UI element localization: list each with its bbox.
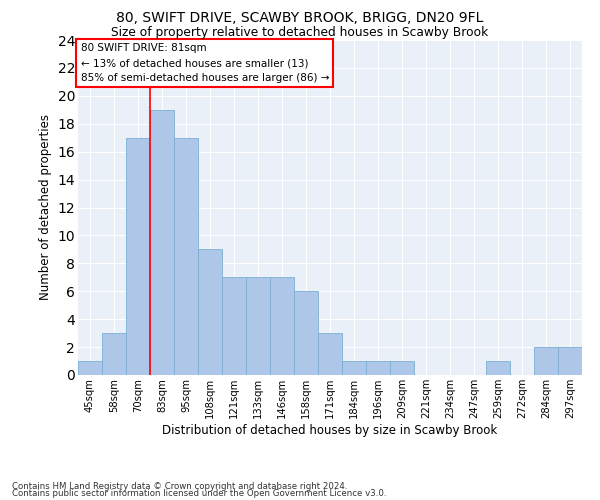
Y-axis label: Number of detached properties: Number of detached properties [39, 114, 52, 300]
Bar [294, 291, 318, 375]
Text: Size of property relative to detached houses in Scawby Brook: Size of property relative to detached ho… [112, 26, 488, 39]
Bar [558, 347, 582, 375]
Bar [366, 361, 390, 375]
X-axis label: Distribution of detached houses by size in Scawby Brook: Distribution of detached houses by size … [163, 424, 497, 436]
Bar [486, 361, 510, 375]
Bar [534, 347, 558, 375]
Bar [222, 278, 246, 375]
Bar [174, 138, 198, 375]
Text: 80, SWIFT DRIVE, SCAWBY BROOK, BRIGG, DN20 9FL: 80, SWIFT DRIVE, SCAWBY BROOK, BRIGG, DN… [116, 11, 484, 25]
Text: 80 SWIFT DRIVE: 81sqm
← 13% of detached houses are smaller (13)
85% of semi-deta: 80 SWIFT DRIVE: 81sqm ← 13% of detached … [80, 44, 329, 83]
Bar [150, 110, 174, 375]
Bar [126, 138, 150, 375]
Text: Contains HM Land Registry data © Crown copyright and database right 2024.: Contains HM Land Registry data © Crown c… [12, 482, 347, 491]
Bar [318, 333, 342, 375]
Bar [390, 361, 414, 375]
Bar [78, 361, 102, 375]
Bar [198, 250, 222, 375]
Bar [342, 361, 366, 375]
Text: Contains public sector information licensed under the Open Government Licence v3: Contains public sector information licen… [12, 489, 386, 498]
Bar [102, 333, 126, 375]
Bar [246, 278, 270, 375]
Bar [270, 278, 294, 375]
